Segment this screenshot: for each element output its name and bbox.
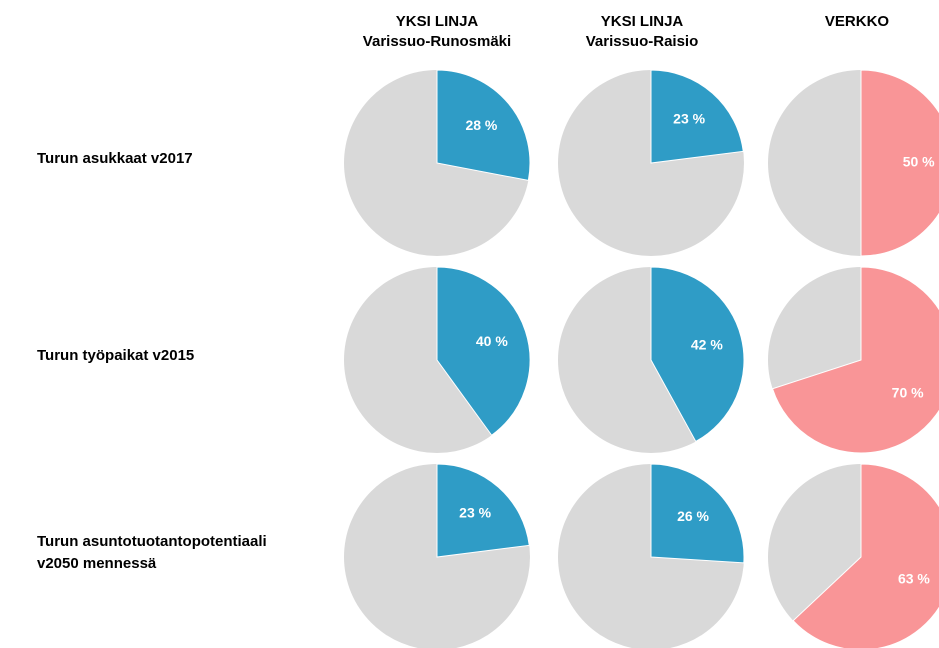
slice-label: 63 %: [898, 571, 930, 587]
slice-label: 23 %: [673, 110, 705, 126]
pie-slice: [436, 463, 530, 558]
pie-slice: [792, 463, 939, 648]
slice-label: 28 %: [465, 117, 497, 133]
slice-label: 70 %: [892, 385, 924, 401]
row-label: Turun työpaikat v2015: [37, 347, 194, 364]
row-label: Turun asukkaat v2017: [37, 150, 193, 167]
slice-label: 50 %: [903, 154, 935, 170]
column-header: YKSI LINJA: [601, 13, 684, 30]
pie-slice: [650, 69, 744, 164]
slice-label: 40 %: [476, 333, 508, 349]
pie-slice: [771, 266, 939, 454]
slice-label: 23 %: [459, 504, 491, 520]
column-header: Varissuo-Raisio: [586, 33, 699, 50]
row-label: Turun asuntotuotantopotentiaali: [37, 533, 267, 550]
pie-slice: [436, 266, 531, 436]
slice-label: 26 %: [677, 508, 709, 524]
row-label: v2050 mennessä: [37, 555, 157, 572]
column-header: Varissuo-Runosmäki: [363, 33, 511, 50]
pie-slice: [860, 69, 939, 257]
pie-slice: [650, 266, 745, 443]
pie-slice: [436, 69, 531, 182]
slice-label: 42 %: [691, 336, 723, 352]
pie-slice: [650, 463, 745, 564]
column-header: VERKKO: [825, 13, 890, 30]
column-header: YKSI LINJA: [396, 13, 479, 30]
